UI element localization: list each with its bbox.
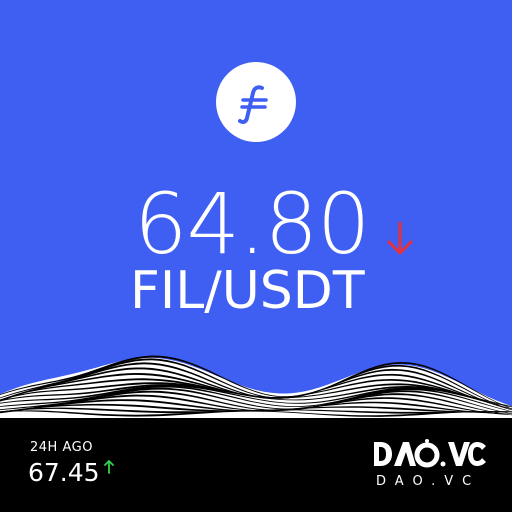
current-price: 64.80 (134, 175, 370, 273)
filecoin-logo-icon (216, 62, 296, 142)
wave-decoration (0, 355, 512, 420)
history-price: 67.45 (28, 458, 100, 487)
brand-url: DAO.VC (376, 474, 481, 489)
trading-pair: FIL/USDT (130, 261, 365, 321)
hero-panel: 64.80 FIL/USDT (0, 0, 512, 420)
wave-stripe (0, 384, 512, 410)
price-down-arrow-icon (384, 219, 416, 263)
dao-vc-logo (372, 438, 488, 474)
price-up-arrow-icon (103, 459, 115, 479)
history-label: 24H AGO (30, 440, 93, 455)
wave-stripe (0, 410, 512, 417)
wave-stripe (0, 378, 512, 407)
wave-stripe (0, 403, 512, 413)
wave-stripe (0, 399, 512, 414)
wave-stripe (0, 382, 512, 408)
